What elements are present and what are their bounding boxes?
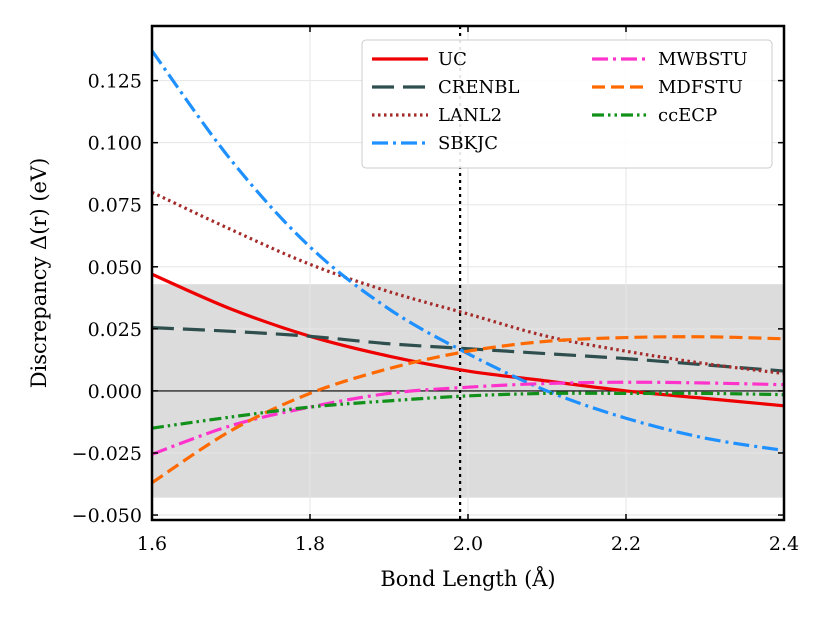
x-tick-label: 1.8 xyxy=(295,533,325,555)
y-tick-label: 0.050 xyxy=(88,257,142,279)
legend-label-ccecp: ccECP xyxy=(658,105,717,126)
series-line-mwbstu xyxy=(151,380,785,456)
legend-label-mwbstu: MWBSTU xyxy=(658,49,748,70)
series-line-ccecp xyxy=(151,391,785,430)
x-tick-label: 2.4 xyxy=(769,533,799,555)
y-tick-label: 0.075 xyxy=(88,195,142,217)
x-tick-label: 2.0 xyxy=(453,533,483,555)
legend-label-lanl2: LANL2 xyxy=(438,105,502,126)
legend-label-sbkjc: SBKJC xyxy=(438,133,498,154)
x-axis-label: Bond Length (Å) xyxy=(380,566,555,591)
series-line-mdfstu xyxy=(151,335,785,485)
y-tick-label: 0.125 xyxy=(88,71,142,93)
y-tick-label: −0.025 xyxy=(72,443,142,465)
x-tick-label: 1.6 xyxy=(137,533,167,555)
series-line-crenbl xyxy=(151,326,785,373)
legend: UC CRENBL LANL2 SBKJC MWBSTU MDFSTU ccECP xyxy=(361,39,773,169)
series-line-uc xyxy=(151,272,785,408)
series-layer xyxy=(150,49,785,485)
legend-label-crenbl: CRENBL xyxy=(438,77,519,98)
legend-label-mdfstu: MDFSTU xyxy=(658,77,743,98)
reference-lines-layer xyxy=(152,26,784,520)
legend-label-uc: UC xyxy=(438,49,467,70)
y-tick-label: −0.050 xyxy=(72,505,142,527)
legend-box xyxy=(361,39,773,169)
series-line-sbkjc xyxy=(150,49,785,453)
y-tick-label: 0.025 xyxy=(88,319,142,341)
y-tick-label: 0.000 xyxy=(88,381,142,403)
y-axis-label: Discrepancy Δ(r) (eV) xyxy=(27,158,51,389)
ticks-layer: 1.6 1.8 2.0 2.2 2.4 −0.050 −0.025 0.000 0.025 0.0… xyxy=(72,26,799,555)
y-tick-label: 0.100 xyxy=(88,133,142,155)
series-line-lanl2 xyxy=(151,190,785,376)
x-tick-label: 2.2 xyxy=(611,533,641,555)
